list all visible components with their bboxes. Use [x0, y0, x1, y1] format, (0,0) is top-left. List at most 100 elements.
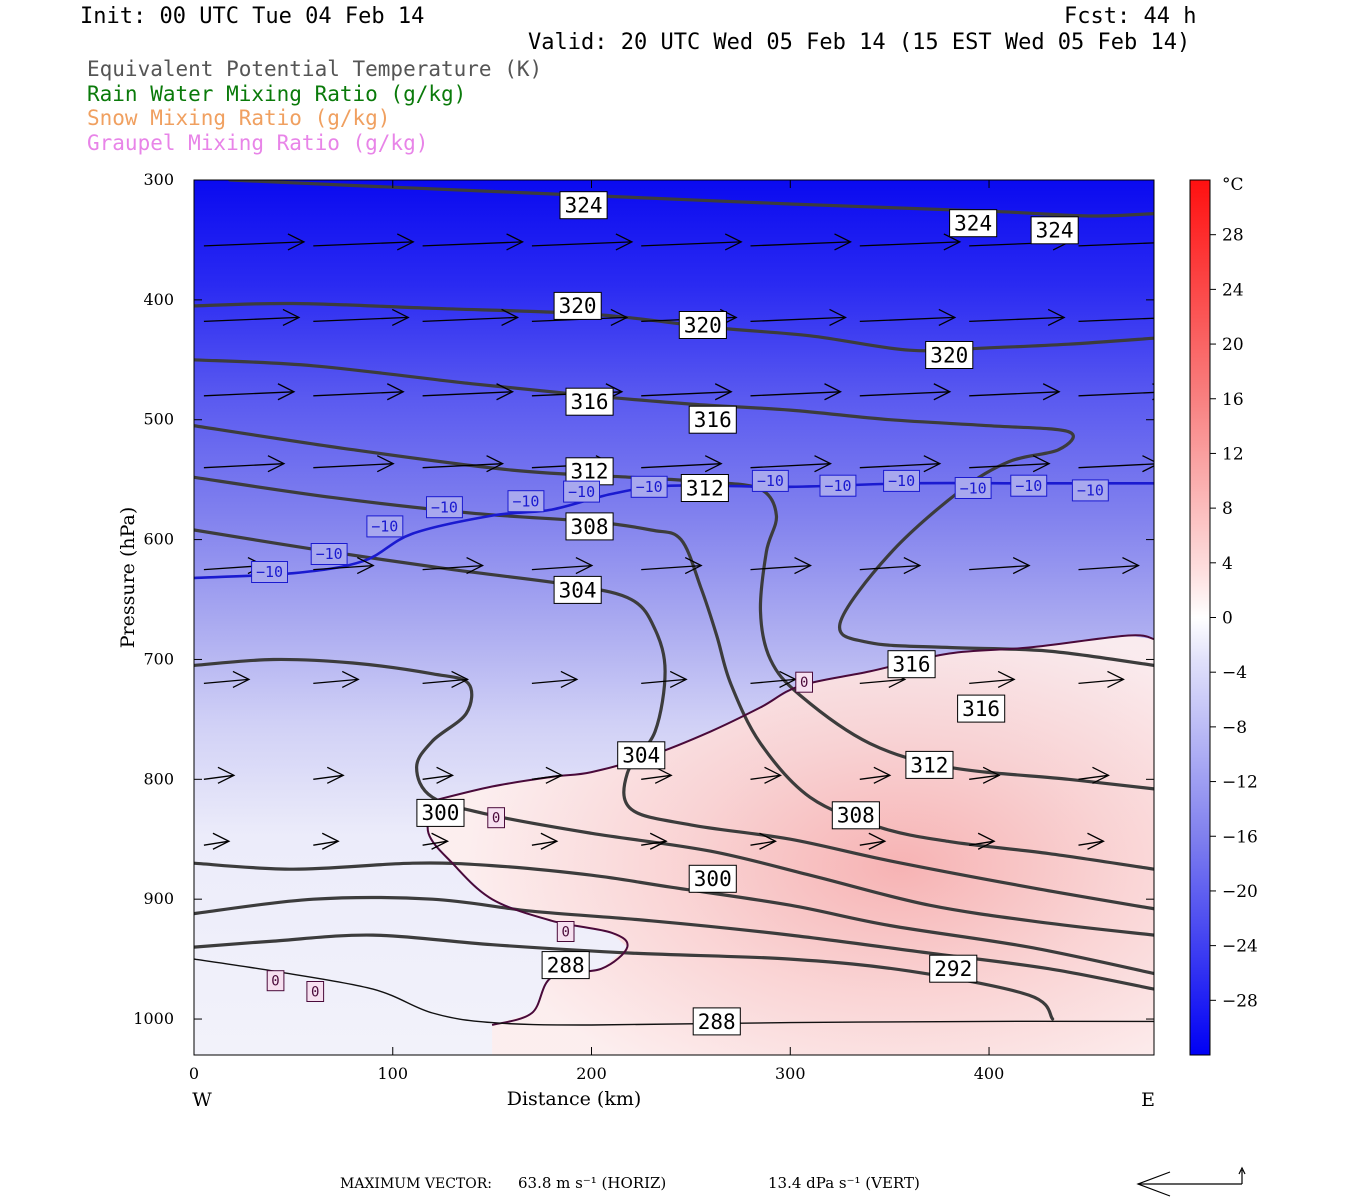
colorbar-unit: °C — [1222, 175, 1244, 195]
svg-text:324: 324 — [565, 194, 603, 218]
field-title-theta-e: Equivalent Potential Temperature (K) — [87, 57, 543, 81]
isotherm-minus10-label: −10 — [251, 561, 289, 583]
isotherm-minus10-label: −10 — [563, 480, 600, 503]
max-vector-vertical: 13.4 dPa s⁻¹ (VERT) — [768, 1174, 920, 1192]
isotherm-minus10-label: −10 — [819, 474, 857, 497]
wind-vector — [422, 233, 525, 251]
theta-e-label: 316 — [565, 387, 614, 416]
theta-e-label: 320 — [678, 311, 727, 339]
wind-vector — [422, 556, 485, 575]
colorbar-tick-label: 16 — [1222, 390, 1244, 410]
theta-e-label: 316 — [957, 694, 1006, 723]
isotherm-zero-label: 0 — [795, 671, 813, 693]
theta-e-label: 300 — [416, 798, 465, 827]
wind-vector — [422, 455, 505, 473]
svg-text:312: 312 — [571, 460, 609, 484]
wind-vector — [750, 766, 782, 784]
svg-text:0: 0 — [561, 924, 569, 940]
wind-vector — [969, 455, 1051, 473]
colorbar-tick-label: 12 — [1222, 444, 1244, 464]
theta-e-label: 324 — [949, 209, 998, 238]
wind-vector — [641, 383, 733, 401]
theta-e-contour-292 — [194, 895, 1154, 991]
theta-e-label: 320 — [925, 341, 974, 369]
colorbar-tick-label: 4 — [1222, 554, 1233, 574]
x-tick-label: 200 — [576, 1064, 607, 1083]
x-tick-label: 300 — [775, 1064, 806, 1083]
x-tick-label: 100 — [377, 1064, 408, 1083]
svg-text:316: 316 — [962, 697, 1000, 721]
wind-vector — [969, 670, 1016, 689]
wind-vector — [859, 455, 942, 473]
theta-e-label: 300 — [688, 864, 737, 893]
wind-vector — [859, 766, 892, 784]
theta-e-label: 288 — [692, 1007, 741, 1036]
wind-vector — [313, 383, 405, 401]
theta-e-label: 320 — [553, 291, 602, 320]
wind-vector — [422, 670, 470, 689]
wind-vector — [750, 455, 832, 473]
axes: 300 400 500 600 700 800 900 1000 0 100 200 300 400 Di… — [117, 170, 1155, 1111]
isotherm-zero-label: 0 — [487, 807, 505, 829]
y-tick-label: 300 — [143, 170, 174, 189]
field-title-graupel: Graupel Mixing Ratio (g/kg) — [87, 131, 429, 155]
svg-text:324: 324 — [954, 212, 992, 236]
colorbar-tick-label: −20 — [1222, 882, 1258, 902]
colorbar-tick-label: −28 — [1222, 991, 1258, 1011]
wind-vector — [313, 455, 395, 473]
svg-text:−10: −10 — [568, 483, 595, 501]
colorbar-tick-label: 20 — [1222, 335, 1244, 355]
theta-e-label: 288 — [541, 951, 590, 980]
theta-e-label: 304 — [553, 575, 602, 604]
wind-vector — [859, 308, 957, 327]
wind-vector — [1078, 670, 1125, 689]
svg-text:−10: −10 — [512, 492, 539, 510]
wind-vector — [203, 383, 296, 401]
svg-text:304: 304 — [622, 744, 660, 768]
theta-e-label: 316 — [887, 650, 936, 679]
reference-vector-arrow-icon — [1136, 1166, 1246, 1197]
wind-vector — [313, 670, 360, 689]
svg-text:320: 320 — [684, 313, 722, 337]
x-tick-label: 0 — [189, 1064, 199, 1083]
svg-text:−10: −10 — [371, 518, 398, 536]
svg-text:−10: −10 — [824, 477, 851, 495]
wind-vector — [1078, 242, 1154, 247]
wind-vector — [641, 556, 703, 575]
wind-vector — [203, 455, 286, 473]
svg-text:316: 316 — [571, 390, 609, 414]
isotherm-minus10-label: −10 — [883, 469, 920, 492]
svg-text:316: 316 — [694, 408, 732, 432]
wind-vector — [313, 308, 410, 327]
isotherm-minus10-label: −10 — [507, 490, 545, 513]
y-tick-label: 900 — [143, 889, 174, 908]
svg-text:312: 312 — [686, 476, 724, 500]
theta-e-label: 308 — [831, 801, 880, 830]
wind-vector — [641, 766, 673, 784]
field-title-rain: Rain Water Mixing Ratio (g/kg) — [87, 82, 467, 106]
wind-vector — [203, 308, 301, 327]
wind-vector — [1078, 455, 1154, 473]
svg-text:−10: −10 — [256, 563, 283, 581]
y-tick-label: 500 — [143, 410, 174, 429]
svg-text:−10: −10 — [431, 498, 458, 516]
svg-text:0: 0 — [271, 974, 279, 990]
svg-text:308: 308 — [837, 804, 875, 828]
wind-vector — [969, 556, 1031, 575]
isotherm-minus10-label: −10 — [310, 543, 348, 565]
y-tick-label: 1000 — [133, 1009, 174, 1028]
wind-vectors — [203, 233, 1154, 850]
warm-temperature-region — [428, 635, 1154, 1055]
init-time: Init: 00 UTC Tue 04 Feb 14 — [80, 4, 425, 29]
theta-e-label: 312 — [905, 750, 954, 779]
svg-text:320: 320 — [559, 294, 597, 318]
isotherm-zero-label: 0 — [266, 970, 285, 992]
theta-e-label: 324 — [559, 191, 608, 220]
wind-vector — [969, 766, 1001, 784]
wind-vector — [313, 233, 415, 251]
wind-vector — [1078, 766, 1110, 784]
wind-vector — [1078, 556, 1140, 575]
wind-vector — [203, 233, 306, 251]
y-tick-label: 400 — [143, 290, 174, 309]
y-tick-label: 700 — [143, 649, 174, 668]
